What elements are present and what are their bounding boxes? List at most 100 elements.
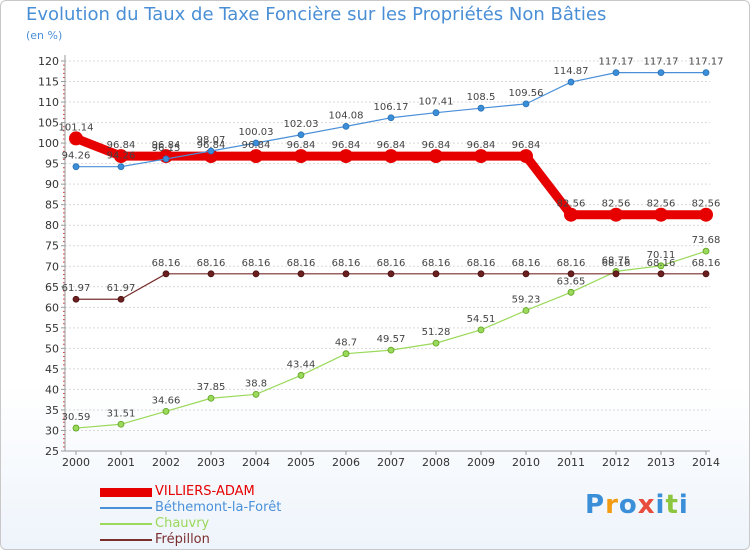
data-label: 63.65 <box>557 276 586 287</box>
data-point <box>657 270 665 278</box>
y-tick-label: 60 <box>45 301 59 314</box>
logo-letter: x <box>637 490 656 520</box>
y-tick-label: 95 <box>45 158 59 171</box>
y-tick-label: 50 <box>45 342 59 355</box>
data-point <box>72 295 80 303</box>
data-label: 108.5 <box>467 92 496 103</box>
y-unit-label: (en %) <box>26 29 63 42</box>
data-point <box>162 407 170 415</box>
data-point <box>342 122 350 130</box>
x-tick-label: 2011 <box>557 456 585 469</box>
data-point <box>297 270 305 278</box>
logo-letter: o <box>618 490 638 520</box>
data-label: 96.84 <box>152 140 181 151</box>
data-point <box>252 390 260 398</box>
data-label: 96.84 <box>512 140 541 151</box>
y-tick-label: 30 <box>45 424 59 437</box>
y-tick-label: 115 <box>38 76 59 89</box>
data-point <box>117 295 125 303</box>
data-point <box>387 270 395 278</box>
x-tick-label: 2007 <box>377 456 405 469</box>
data-point <box>699 207 713 222</box>
logo-letter: i <box>655 490 666 520</box>
y-tick-label: 70 <box>45 260 59 273</box>
y-tick-label: 85 <box>45 199 59 212</box>
data-label: 59.23 <box>512 294 541 305</box>
data-label: 61.97 <box>62 283 91 294</box>
legend-swatch <box>100 523 152 525</box>
data-label: 34.66 <box>152 395 181 406</box>
data-point <box>339 149 353 164</box>
data-point <box>69 131 83 146</box>
logo-letter: i <box>678 490 689 520</box>
data-point <box>294 149 308 164</box>
x-tick-label: 2005 <box>287 456 315 469</box>
data-label: 96.84 <box>242 140 271 151</box>
data-point <box>567 270 575 278</box>
y-tick-label: 90 <box>45 178 59 191</box>
data-label: 96.84 <box>332 140 361 151</box>
data-label: 68.16 <box>332 258 361 269</box>
data-point <box>252 139 260 147</box>
data-label: 96.84 <box>287 140 316 151</box>
y-tick-label: 55 <box>45 322 59 335</box>
data-point <box>654 207 668 222</box>
data-point <box>567 78 575 86</box>
x-tick-label: 2012 <box>602 456 630 469</box>
data-label: 82.56 <box>557 199 586 210</box>
data-label: 38.8 <box>245 378 267 389</box>
data-point <box>297 131 305 139</box>
data-point <box>204 149 218 164</box>
data-point <box>612 270 620 278</box>
data-label: 96.84 <box>377 140 406 151</box>
data-label: 98.07 <box>197 135 226 146</box>
chart-title: Evolution du Taux de Taxe Foncière sur l… <box>26 4 607 25</box>
data-label: 96.15 <box>152 143 181 154</box>
legend-label: VILLIERS-ADAM <box>155 484 255 499</box>
data-label: 68.16 <box>242 258 271 269</box>
data-point <box>657 69 665 77</box>
legend-swatch <box>100 507 152 509</box>
y-tick-label: 100 <box>38 137 59 150</box>
data-point <box>297 371 305 379</box>
data-point <box>567 288 575 296</box>
x-tick-label: 2009 <box>467 456 495 469</box>
data-point <box>387 346 395 354</box>
data-point <box>342 270 350 278</box>
data-label: 68.16 <box>197 258 226 269</box>
data-label: 102.03 <box>284 119 319 130</box>
x-tick-label: 2006 <box>332 456 360 469</box>
data-point <box>519 149 533 164</box>
data-label: 30.59 <box>62 412 91 423</box>
data-label: 68.16 <box>557 258 586 269</box>
data-label: 68.16 <box>287 258 316 269</box>
data-point <box>612 69 620 77</box>
data-point <box>114 149 128 164</box>
data-label: 114.87 <box>554 66 589 77</box>
data-point <box>657 262 665 270</box>
data-label: 107.41 <box>419 97 454 108</box>
x-tick-label: 2008 <box>422 456 450 469</box>
data-point <box>432 270 440 278</box>
y-tick-label: 40 <box>45 383 59 396</box>
data-label: 68.16 <box>152 258 181 269</box>
data-point <box>342 350 350 358</box>
data-label: 68.16 <box>377 258 406 269</box>
data-point <box>477 326 485 334</box>
data-label: 104.08 <box>329 110 364 121</box>
x-tick-label: 2004 <box>242 456 270 469</box>
data-point <box>384 149 398 164</box>
data-point <box>702 270 710 278</box>
data-label: 48.7 <box>335 338 357 349</box>
data-point <box>477 104 485 112</box>
data-label: 31.51 <box>107 408 136 419</box>
data-point <box>609 207 623 222</box>
proxiti-logo: Proxiti <box>585 490 689 520</box>
data-label: 94.26 <box>107 151 136 162</box>
logo-letter: P <box>585 490 606 520</box>
data-label: 54.51 <box>467 314 496 325</box>
data-point <box>429 149 443 164</box>
y-tick-label: 120 <box>38 55 59 68</box>
